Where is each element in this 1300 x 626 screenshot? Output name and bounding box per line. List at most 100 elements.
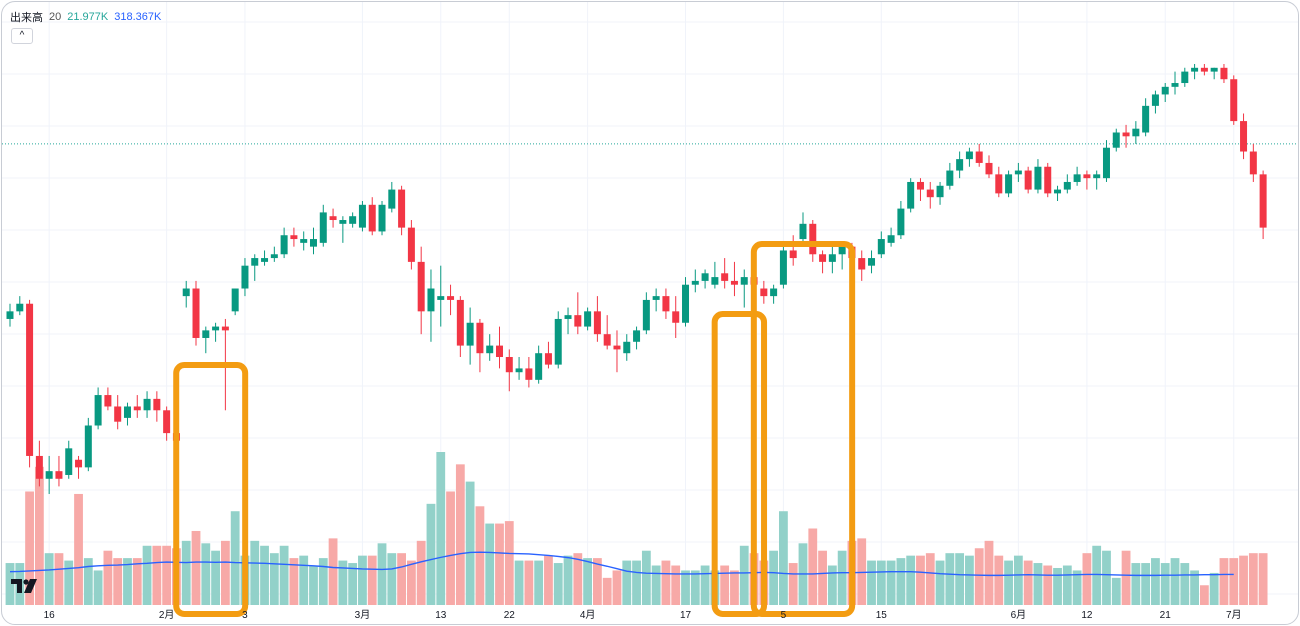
candle-body [515,368,523,373]
x-tick-label: 22 [504,610,516,621]
x-tick-label: 21 [1160,610,1172,621]
volume-bar [788,563,798,605]
volume-bar [1229,558,1239,605]
candle-body [868,258,876,266]
volume-bar [514,560,524,605]
candle-body [1122,132,1130,137]
volume-bar [309,565,318,605]
candle-body [329,216,337,221]
candle-body [16,303,24,312]
x-tick-label: 3月 [355,609,371,621]
volume-bar [896,558,906,605]
legend-ma-value: 318.367K [114,11,162,23]
candle-body [995,174,1003,194]
candle-body [182,288,190,297]
highlight-box [711,311,768,617]
candle-body [789,250,797,259]
volume-bar [818,550,827,605]
volume-bar [945,553,955,605]
volume-bar [132,558,142,605]
volume-bar [974,548,984,605]
volume-bar [1092,545,1102,605]
candle-body [1200,67,1208,72]
volume-bar [34,466,44,605]
candle-body [231,288,239,312]
volume-bar [955,553,965,605]
candle-body [496,345,503,358]
candle-body [505,357,513,373]
candle-body [1083,174,1091,179]
candle-body [916,181,924,190]
candle-body [241,265,249,289]
volume-bar [289,558,299,605]
volume-bar [876,560,886,605]
volume-bar [504,521,514,605]
legend-volume-value: 21.977K [67,11,109,23]
highlight-box [750,241,856,617]
candle-body [584,311,592,327]
volume-bar [426,503,436,605]
volume-bar [612,570,622,605]
volume-bar [367,555,377,605]
volume-bar [1013,555,1023,605]
candle-body [721,273,729,281]
candle-body [642,299,650,331]
candle-body [1220,67,1228,80]
candle-body [270,254,278,259]
volume-bar [1170,558,1180,605]
volume-bar [769,550,779,605]
candle-body [163,410,171,434]
candle-body [427,288,435,312]
candle-body [652,296,660,300]
volume-bar [406,560,416,605]
candle-body [662,296,670,312]
candle-body [221,326,229,331]
volume-bar [83,558,93,605]
volume-bar [553,563,563,605]
candle-body [1210,67,1218,72]
volume-bar [416,540,426,605]
volume-bar [965,555,974,605]
x-tick-label: 13 [435,610,447,621]
candle-body [1044,166,1052,194]
candle-body [799,223,807,240]
candle-body [447,296,455,300]
volume-bar [1043,565,1053,605]
candle-body [358,204,366,228]
candle-body [633,330,641,342]
volume-bar [534,560,544,605]
candle-body [1073,174,1081,182]
candle-body [701,273,709,281]
volume-bar [867,560,876,605]
x-tick-label: 6月 [1011,609,1027,621]
volume-bar [377,543,387,605]
volume-bar [279,545,289,605]
volume-bar [641,550,651,605]
highlight-box [173,362,249,617]
candle-body [75,459,83,468]
collapse-legend-button[interactable]: ^ [11,28,33,44]
volume-bar [123,558,132,605]
candle-body [417,261,425,312]
volume-bar [201,543,211,605]
volume-bar [446,491,455,605]
candle-body [779,250,787,285]
candle-body [26,303,34,456]
volume-bar [152,545,162,605]
candle-body [711,277,719,285]
candle-body [535,353,543,380]
volume-bar [44,553,54,605]
volume-bar [250,540,260,605]
volume-bar [1023,560,1033,605]
candle-body [202,330,210,338]
volume-bar [827,565,837,605]
volume-bar [358,555,367,605]
volume-bar [54,553,64,605]
volume-bar [573,553,583,605]
volume-bar [1082,553,1092,605]
candle-body [84,425,92,468]
candle-body [6,311,14,319]
candle-body [574,315,582,327]
volume-bar [916,555,925,605]
